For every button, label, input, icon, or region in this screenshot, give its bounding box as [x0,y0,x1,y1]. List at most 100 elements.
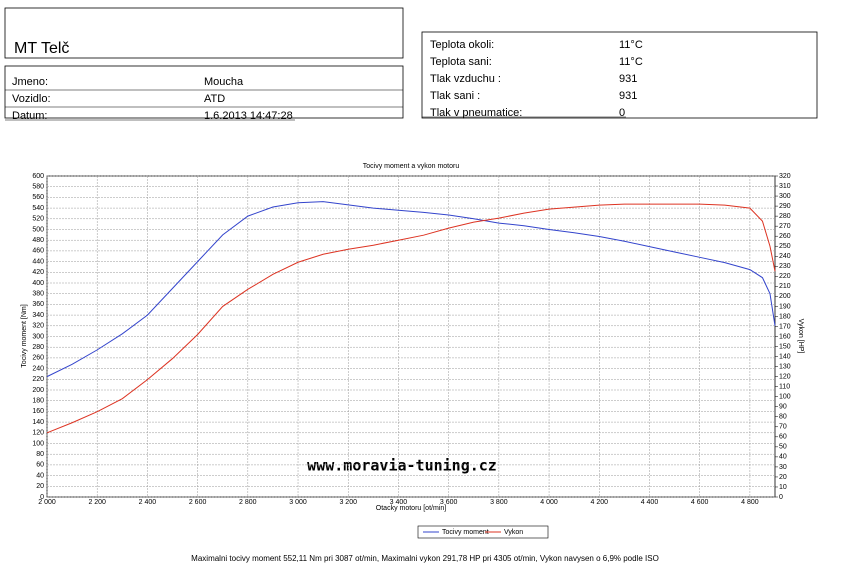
y-tick-label: 460 [32,248,44,255]
x-tick-label: 4 200 [591,499,609,506]
y2-tick-label: 70 [779,424,787,431]
y2-tick-label: 210 [779,283,791,290]
y2-tick-label: 320 [779,173,791,180]
y2-tick-label: 240 [779,253,791,260]
y2-tick-label: 140 [779,353,791,360]
y-tick-label: 420 [32,269,44,276]
y2-tick-label: 230 [779,263,791,270]
y-tick-label: 80 [36,451,44,458]
y2-tick-label: 160 [779,333,791,340]
x-tick-label: 4 000 [540,499,558,506]
y2-tick-label: 260 [779,233,791,240]
x-tick-label: 2 400 [139,499,157,506]
y-tick-label: 520 [32,216,44,223]
y2-tick-label: 300 [779,193,791,200]
y-tick-label: 280 [32,344,44,351]
y2-tick-label: 150 [779,343,791,350]
condition-label: Tlak sani : [430,90,480,102]
y-tick-label: 0 [40,494,44,501]
x-tick-label: 4 400 [641,499,659,506]
x-tick-label: 2 800 [239,499,257,506]
y2-tick-label: 30 [779,464,787,471]
condition-label: Tlak v pneumatice: [430,107,522,119]
y-tick-label: 160 [32,408,44,415]
footer: Maximalni tocivy moment 552,11 Nm pri 30… [191,554,659,563]
x-tick-label: 3 400 [390,499,408,506]
y-tick-label: 500 [32,226,44,233]
series-line [46,201,776,378]
x-tick-label: 4 600 [691,499,709,506]
y2-tick-label: 170 [779,323,791,330]
y-tick-label: 600 [32,173,44,180]
y-tick-label: 480 [32,237,44,244]
y2-tick-label: 50 [779,444,787,451]
y-tick-label: 140 [32,419,44,426]
x-tick-label: 3 000 [289,499,307,506]
y-tick-label: 360 [32,301,44,308]
y2-tick-label: 220 [779,273,791,280]
y2-tick-label: 290 [779,203,791,210]
y-tick-label: 440 [32,258,44,265]
chart-title: Tocivy moment a vykon motoru [363,163,460,170]
condition-value: 931 [619,90,637,102]
y2-tick-label: 0 [779,494,783,501]
y2-tick-label: 200 [779,293,791,300]
conditions-box [421,31,818,119]
y-tick-label: 540 [32,205,44,212]
y2-tick-label: 190 [779,303,791,310]
y2-tick-label: 130 [779,363,791,370]
field-value: ATD [204,93,225,105]
y-tick-label: 40 [36,472,44,479]
y2-tick-label: 100 [779,394,791,401]
legend-label: Tocivy moment [442,529,489,536]
y-axis-label: Tocivy moment [Nm] [21,304,28,367]
y2-tick-label: 20 [779,474,787,481]
condition-value: 11°C [619,39,643,51]
y2-tick-label: 10 [779,484,787,491]
x-tick-label: 3 800 [490,499,508,506]
y2-tick-label: 110 [779,384,790,391]
field-label: Jmeno: [12,76,48,88]
y-tick-label: 180 [32,398,44,405]
y-tick-label: 60 [36,462,44,469]
y2-tick-label: 80 [779,414,787,421]
y-tick-label: 340 [32,312,44,319]
y2-tick-label: 310 [779,183,791,190]
condition-label: Tlak vzduchu : [430,73,501,85]
y2-axis-label: Vykon [HP] [797,319,804,354]
field-label: Datum: [12,110,47,122]
series-line [46,203,776,434]
x-tick-label: 2 200 [88,499,106,506]
field-label: Vozidlo: [12,93,51,105]
vehicle-box [4,65,404,119]
legend-box [417,525,549,539]
x-tick-label: 2 000 [38,499,56,506]
condition-label: Teplota sani: [430,56,492,68]
field-value: Moucha [204,76,244,88]
watermark: www.moravia-tuning.cz [307,457,497,475]
legend-label: Vykon [504,529,523,536]
y-tick-label: 240 [32,365,44,372]
y-tick-label: 380 [32,291,44,298]
y-tick-label: 560 [32,194,44,201]
y2-tick-label: 120 [779,373,791,380]
y-tick-label: 580 [32,184,44,191]
title-box [4,7,404,59]
y2-tick-label: 90 [779,404,787,411]
condition-label: Teplota okoli: [430,39,494,51]
y2-tick-label: 40 [779,454,787,461]
report-title: MT Telč [14,40,69,57]
x-tick-label: 3 600 [440,499,458,506]
x-axis-label: Otacky motoru [ot/min] [376,505,446,512]
y-tick-label: 100 [32,440,44,447]
y-tick-label: 200 [32,387,44,394]
y-tick-label: 260 [32,355,44,362]
y-tick-label: 320 [32,323,44,330]
condition-value: 931 [619,73,637,85]
y-tick-label: 220 [32,376,44,383]
y2-tick-label: 270 [779,223,791,230]
x-tick-label: 2 600 [189,499,207,506]
y2-tick-label: 60 [779,434,787,441]
x-tick-label: 3 200 [339,499,357,506]
